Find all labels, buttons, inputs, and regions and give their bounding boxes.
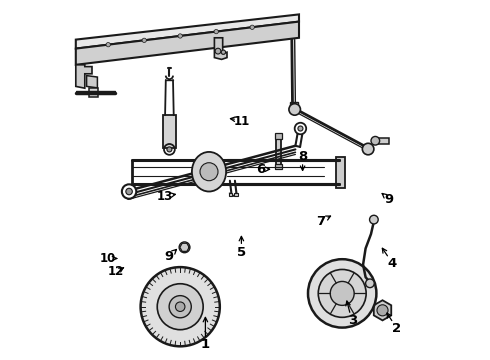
Circle shape	[175, 302, 185, 311]
Circle shape	[200, 163, 218, 181]
Text: 4: 4	[387, 257, 396, 270]
Circle shape	[298, 126, 303, 131]
Bar	[327, 280, 357, 307]
Polygon shape	[374, 300, 391, 320]
Circle shape	[179, 242, 190, 253]
Circle shape	[369, 215, 378, 224]
Text: 3: 3	[348, 314, 358, 327]
Text: 1: 1	[201, 338, 210, 351]
Polygon shape	[76, 22, 299, 65]
Circle shape	[250, 25, 254, 30]
Circle shape	[157, 284, 203, 330]
Circle shape	[289, 104, 300, 115]
Polygon shape	[76, 65, 92, 88]
Bar	[275, 164, 282, 169]
Text: 10: 10	[99, 252, 116, 265]
Ellipse shape	[192, 152, 226, 192]
Text: 9: 9	[385, 193, 393, 206]
Text: 6: 6	[257, 163, 266, 176]
Circle shape	[377, 305, 388, 316]
Polygon shape	[276, 135, 281, 169]
Circle shape	[330, 282, 354, 305]
Circle shape	[371, 136, 380, 145]
Circle shape	[221, 50, 225, 54]
Text: 13: 13	[157, 190, 173, 203]
Text: 8: 8	[298, 150, 307, 163]
Circle shape	[126, 188, 132, 195]
Circle shape	[178, 34, 182, 38]
Text: 7: 7	[316, 215, 325, 228]
Circle shape	[215, 48, 221, 54]
Circle shape	[169, 296, 191, 318]
Polygon shape	[90, 88, 98, 97]
Bar	[336, 157, 345, 188]
Circle shape	[308, 259, 376, 328]
Polygon shape	[215, 38, 227, 59]
Circle shape	[363, 143, 374, 155]
Circle shape	[214, 30, 219, 34]
Bar	[163, 115, 176, 148]
Bar	[275, 133, 282, 139]
Circle shape	[366, 279, 374, 288]
Bar	[290, 102, 298, 109]
Circle shape	[318, 269, 366, 318]
Text: 2: 2	[392, 322, 401, 335]
Text: 9: 9	[165, 250, 174, 263]
Circle shape	[167, 147, 172, 152]
Text: 12: 12	[108, 265, 124, 278]
Text: 5: 5	[237, 246, 246, 258]
Polygon shape	[375, 138, 389, 144]
Text: 11: 11	[234, 115, 250, 128]
Circle shape	[294, 123, 306, 134]
Circle shape	[106, 42, 110, 47]
Polygon shape	[76, 14, 299, 49]
Bar	[234, 193, 238, 196]
Polygon shape	[87, 76, 98, 88]
Circle shape	[122, 184, 136, 199]
Bar	[229, 193, 232, 196]
Circle shape	[142, 38, 147, 42]
Circle shape	[141, 267, 220, 346]
